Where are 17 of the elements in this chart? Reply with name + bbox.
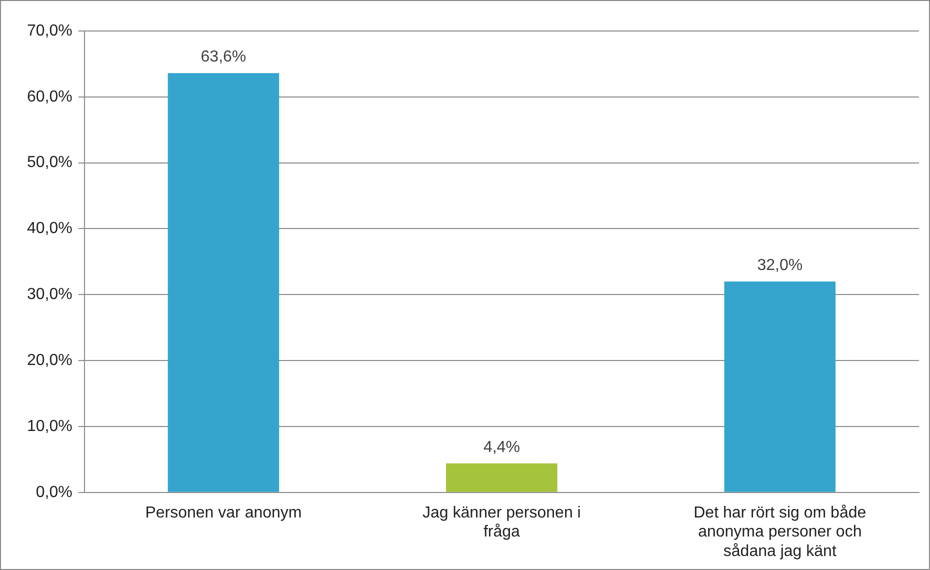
y-tick-label: 0,0%	[36, 484, 72, 501]
data-label: 4,4%	[483, 438, 520, 456]
y-tick-label: 70,0%	[26, 22, 72, 40]
bar	[168, 73, 280, 492]
bar	[724, 281, 836, 492]
x-tick-label: Jag känner personen i fråga	[422, 504, 581, 541]
y-tick-label: 10,0%	[26, 418, 72, 435]
bar	[446, 463, 558, 492]
x-tick-label: Personen var anonym	[145, 504, 302, 522]
data-label: 63,6%	[200, 48, 246, 66]
y-tick-label: 40,0%	[26, 220, 72, 238]
data-label: 32,0%	[757, 256, 803, 274]
y-tick-label: 60,0%	[26, 88, 72, 106]
y-tick-label: 30,0%	[26, 286, 72, 304]
y-tick-label: 20,0%	[26, 352, 72, 369]
y-tick-label: 50,0%	[26, 154, 72, 172]
x-tick-label: Det har rört sig om både anonyma personer och sådana jag känt	[694, 504, 866, 560]
